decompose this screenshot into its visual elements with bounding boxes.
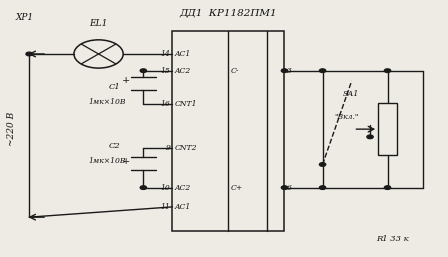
Circle shape xyxy=(281,69,288,72)
Text: AC2: AC2 xyxy=(175,67,191,75)
Circle shape xyxy=(319,163,326,166)
Text: ХР1: ХР1 xyxy=(16,13,34,23)
Text: +: + xyxy=(122,157,130,166)
Text: C1: C1 xyxy=(108,83,120,91)
Text: CNT1: CNT1 xyxy=(175,100,197,108)
Text: AC2: AC2 xyxy=(175,183,191,192)
Text: +: + xyxy=(122,76,130,86)
Circle shape xyxy=(384,186,391,189)
Bar xyxy=(172,31,284,231)
Text: R1 33 к: R1 33 к xyxy=(376,235,408,243)
Text: CNT2: CNT2 xyxy=(175,144,197,152)
Circle shape xyxy=(140,69,146,72)
Text: ДД1  КР1182ПМ1: ДД1 КР1182ПМ1 xyxy=(180,8,277,17)
Text: 6: 6 xyxy=(287,183,292,192)
Circle shape xyxy=(384,69,391,72)
Text: AC1: AC1 xyxy=(175,50,191,58)
Text: C-: C- xyxy=(231,67,239,75)
Circle shape xyxy=(319,69,326,72)
Circle shape xyxy=(281,186,288,189)
Text: 11: 11 xyxy=(160,203,170,211)
Circle shape xyxy=(140,186,146,189)
Text: 14: 14 xyxy=(160,50,170,58)
Text: EL1: EL1 xyxy=(89,19,108,28)
Text: 16: 16 xyxy=(160,100,170,108)
Bar xyxy=(378,104,397,155)
Text: 3: 3 xyxy=(287,67,292,75)
Text: SA1: SA1 xyxy=(343,90,359,98)
Text: ~220 В: ~220 В xyxy=(7,111,16,146)
Text: C+: C+ xyxy=(231,183,243,192)
Text: 9: 9 xyxy=(165,144,170,152)
Text: 15: 15 xyxy=(160,67,170,75)
Text: 1мк×10В: 1мк×10В xyxy=(89,97,126,106)
Text: "Вкл.": "Вкл." xyxy=(334,113,358,121)
Text: AC1: AC1 xyxy=(175,203,191,211)
Circle shape xyxy=(26,52,32,56)
Text: 10: 10 xyxy=(160,183,170,192)
Circle shape xyxy=(367,135,373,139)
Text: 1мк×10В: 1мк×10В xyxy=(89,157,126,165)
Text: C2: C2 xyxy=(108,142,120,151)
Circle shape xyxy=(319,186,326,189)
